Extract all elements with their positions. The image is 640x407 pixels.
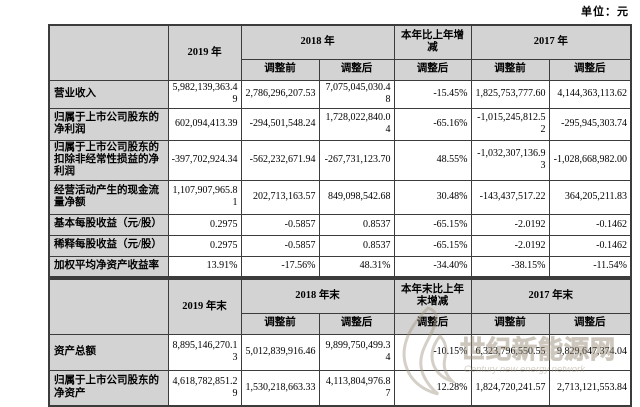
value-cell: 1,728,022,840.04 — [318, 107, 395, 141]
row-label: 营业收入 — [48, 79, 169, 109]
table-row: 资产总额 8,895,146,270.13 5,012,839,916.46 9… — [48, 333, 632, 371]
value-cell: 0.8537 — [318, 213, 395, 236]
value-cell: -1,015,245,812.52 — [470, 107, 550, 141]
table-row: 归属于上市公司股东的净资产 4,618,782,851.29 1,530,218… — [48, 369, 632, 407]
value-cell: 30.48% — [393, 179, 472, 215]
header-2018-adj-after: 调整后 — [318, 58, 395, 81]
value-cell: 7,075,045,030.48 — [318, 79, 395, 109]
value-cell: -397,702,924.34 — [167, 139, 242, 181]
table-row: 归属于上市公司股东的扣除非经常性损益的净利润 -397,702,924.34 -… — [48, 139, 632, 181]
value-cell: -2.0192 — [470, 213, 550, 236]
value-cell: 0.2975 — [167, 213, 242, 236]
header-2017-yearend: 2017 年末 — [470, 278, 632, 314]
header-2017-adj-before: 调整前 — [470, 58, 550, 81]
value-cell: 9,829,647,374.04 — [548, 333, 632, 371]
value-cell: 1,530,218,663.33 — [240, 369, 320, 407]
header-2019: 2019 年 — [167, 24, 242, 81]
value-cell: 5,012,839,916.46 — [240, 333, 320, 371]
value-cell: 6,323,796,550.55 — [470, 333, 550, 371]
blank-header-cell — [48, 24, 169, 81]
value-cell: 2,713,121,553.84 — [548, 369, 632, 407]
table-row: 归属于上市公司股东的净利润 602,094,413.39 -294,501,54… — [48, 107, 632, 141]
value-cell: 1,825,753,777.60 — [470, 79, 550, 109]
value-cell: -0.5857 — [240, 213, 320, 236]
value-cell: 2,786,296,207.53 — [240, 79, 320, 109]
value-cell: 0.2975 — [167, 234, 242, 257]
value-cell: -65.16% — [393, 107, 472, 141]
value-cell: -0.5857 — [240, 234, 320, 257]
value-cell: 8,895,146,270.13 — [167, 333, 242, 371]
value-cell: -2.0192 — [470, 234, 550, 257]
row-label: 加权平均净资产收益率 — [48, 255, 169, 278]
value-cell: -65.15% — [393, 234, 472, 257]
header-2018-adj-before: 调整前 — [240, 312, 320, 335]
table-row: 基本每股收益（元/股） 0.2975 -0.5857 0.8537 -65.15… — [48, 213, 632, 236]
row-label: 资产总额 — [48, 333, 169, 371]
table-row: 经营活动产生的现金流量净额 1,107,907,965.81 202,713,1… — [48, 179, 632, 215]
header-2017-adj-after: 调整后 — [548, 312, 632, 335]
value-cell: -267,731,123.70 — [318, 139, 395, 181]
value-cell: -38.15% — [470, 255, 550, 278]
value-cell: -0.1462 — [548, 234, 632, 257]
table-row: 稀释每股收益（元/股） 0.2975 -0.5857 0.8537 -65.15… — [48, 234, 632, 257]
value-cell: -10.15% — [393, 333, 472, 371]
header-2017: 2017 年 — [470, 24, 632, 60]
header-2018-adj-before: 调整前 — [240, 58, 320, 81]
header-2018-yearend: 2018 年末 — [240, 278, 395, 314]
value-cell: 4,144,363,113.62 — [548, 79, 632, 109]
value-cell: -562,232,671.94 — [240, 139, 320, 181]
value-cell: 202,713,163.57 — [240, 179, 320, 215]
header-change: 本年比上年增减 — [393, 24, 472, 60]
unit-label: 单位：元 — [581, 6, 629, 18]
value-cell: -15.45% — [393, 79, 472, 109]
header-2019-yearend: 2019 年末 — [167, 278, 242, 335]
value-cell: 5,982,139,363.49 — [167, 79, 242, 109]
header-2017-adj-after: 调整后 — [548, 58, 632, 81]
value-cell: 849,098,542.68 — [318, 179, 395, 215]
value-cell: -11.54% — [548, 255, 632, 278]
value-cell: 9,899,750,499.34 — [318, 333, 395, 371]
row-label: 归属于上市公司股东的净利润 — [48, 107, 169, 141]
value-cell: 4,113,804,976.87 — [318, 369, 395, 407]
value-cell: 1,824,720,241.57 — [470, 369, 550, 407]
value-cell: -295,945,303.74 — [548, 107, 632, 141]
value-cell: -65.15% — [393, 213, 472, 236]
value-cell: -17.56% — [240, 255, 320, 278]
header-change-adj-after: 调整后 — [393, 58, 472, 81]
row-label: 归属于上市公司股东的净资产 — [48, 369, 169, 407]
table-row: 加权平均净资产收益率 13.91% -17.56% 48.31% -34.40%… — [48, 255, 632, 278]
value-cell: 1,107,907,965.81 — [167, 179, 242, 215]
row-label: 归属于上市公司股东的扣除非经常性损益的净利润 — [48, 139, 169, 181]
header-yearend-change: 本年末比上年末增减 — [393, 278, 472, 314]
header-2018: 2018 年 — [240, 24, 395, 60]
header-change-adj-after: 调整后 — [393, 312, 472, 335]
value-cell: 13.91% — [167, 255, 242, 278]
header-2017-adj-before: 调整前 — [470, 312, 550, 335]
value-cell: 4,618,782,851.29 — [167, 369, 242, 407]
row-label: 基本每股收益（元/股） — [48, 213, 169, 236]
value-cell: 364,205,211.83 — [548, 179, 632, 215]
value-cell: 48.31% — [318, 255, 395, 278]
value-cell: 0.8537 — [318, 234, 395, 257]
value-cell: 48.55% — [393, 139, 472, 181]
value-cell: -294,501,548.24 — [240, 107, 320, 141]
value-cell: -1,032,307,136.93 — [470, 139, 550, 181]
value-cell: -0.1462 — [548, 213, 632, 236]
value-cell: -143,437,517.22 — [470, 179, 550, 215]
yearend-key-figures-table: 2019 年末 2018 年末 本年末比上年末增减 2017 年末 调整前 调整… — [48, 278, 632, 407]
table-row: 营业收入 5,982,139,363.49 2,786,296,207.53 7… — [48, 79, 632, 109]
row-label: 稀释每股收益（元/股） — [48, 234, 169, 257]
value-cell: -34.40% — [393, 255, 472, 278]
row-label: 经营活动产生的现金流量净额 — [48, 179, 169, 215]
header-2018-adj-after: 调整后 — [318, 312, 395, 335]
value-cell: -1,028,668,982.00 — [548, 139, 632, 181]
value-cell: 12.28% — [393, 369, 472, 407]
value-cell: 602,094,413.39 — [167, 107, 242, 141]
annual-key-figures-table: 2019 年 2018 年 本年比上年增减 2017 年 调整前 调整后 调整后… — [48, 24, 632, 279]
blank-header-cell — [48, 278, 169, 335]
